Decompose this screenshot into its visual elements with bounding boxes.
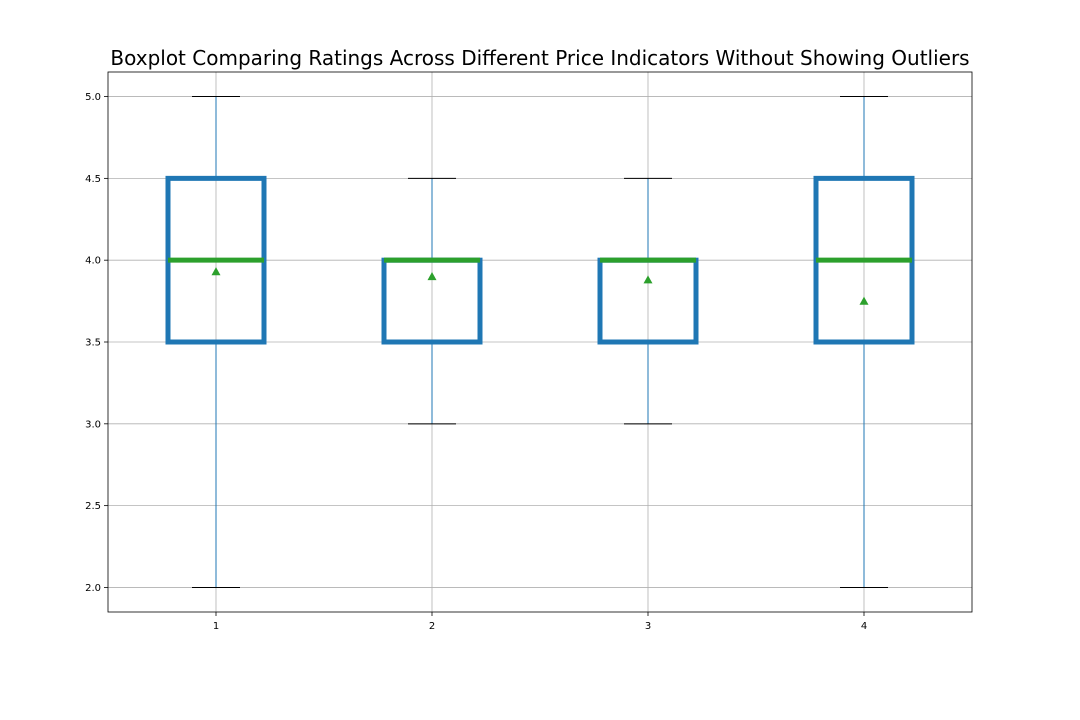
mean-marker-1 [211,267,221,276]
y-tick-label: 2.5 [85,501,101,512]
chart-title: Boxplot Comparing Ratings Across Differe… [110,46,970,70]
y-tick-label: 4.0 [85,256,101,267]
y-tick-label: 3.5 [85,338,101,349]
box-group-2 [381,177,483,425]
y-tick-label: 2.0 [85,583,101,594]
x-tick-label: 3 [645,621,651,632]
box-group-4 [813,96,915,588]
x-tick-label: 1 [213,621,219,632]
axes-layer: 2.0 2.5 3.0 3.5 4.0 4.5 5.0 1 2 3 4 [85,71,973,632]
mean-marker-2 [427,272,437,281]
y-tick-label: 3.0 [85,419,101,430]
box-group-1 [165,96,267,588]
y-tick-label: 5.0 [85,92,101,103]
y-tick-label: 4.5 [85,174,101,185]
x-tick-label: 4 [861,621,867,632]
box-group-3 [597,177,699,425]
x-tick-label: 2 [429,621,435,632]
box-layer [165,96,915,588]
mean-marker-4 [859,296,869,305]
mean-marker-3 [643,275,653,284]
